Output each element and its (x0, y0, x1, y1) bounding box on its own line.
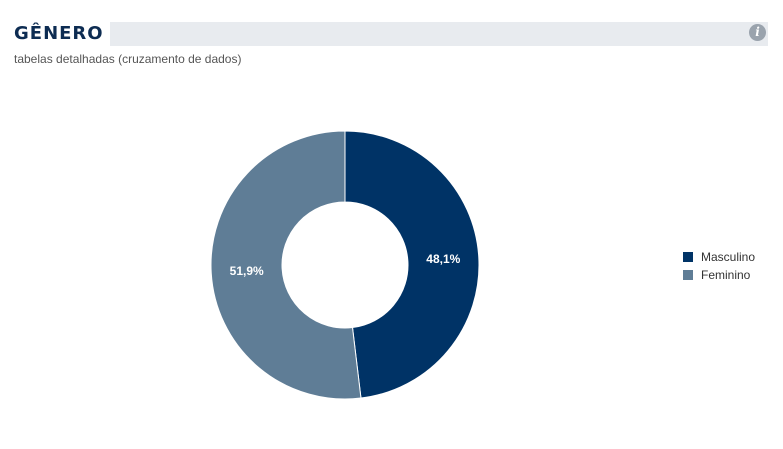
legend-label-feminino: Feminino (701, 268, 751, 282)
page-title: GÊNERO (14, 22, 110, 46)
data-label-masculino: 48,1% (426, 252, 460, 266)
legend-item-masculino[interactable]: Masculino (683, 248, 755, 266)
info-icon[interactable]: i (749, 24, 766, 41)
legend-item-feminino[interactable]: Feminino (683, 266, 755, 284)
header-bar (14, 22, 768, 46)
page-subtitle: tabelas detalhadas (cruzamento de dados) (14, 52, 242, 66)
slice-masculino[interactable] (344, 130, 480, 399)
slice-feminino[interactable] (210, 130, 362, 400)
legend-swatch-feminino (683, 270, 693, 280)
legend-label-masculino: Masculino (701, 250, 756, 264)
data-label-feminino: 51,9% (230, 264, 264, 278)
legend-swatch-masculino (683, 252, 693, 262)
chart-legend: Masculino Feminino (683, 248, 755, 284)
